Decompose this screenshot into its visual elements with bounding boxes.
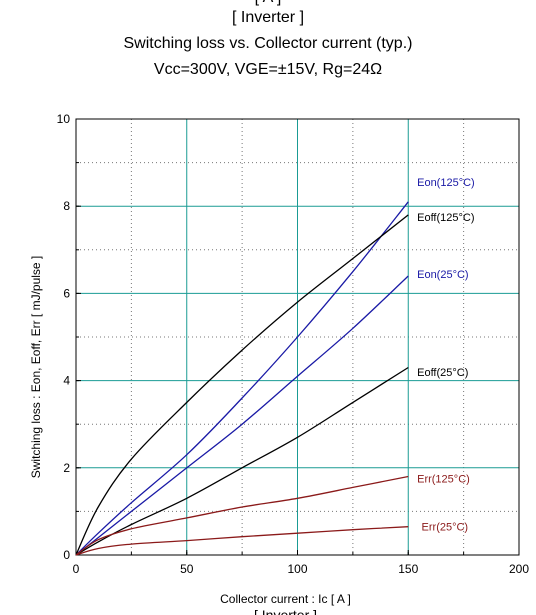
series-line-eoff-25c (75, 366, 409, 556)
series-label-eoff-25c: Eoff(25°C) (417, 367, 468, 379)
series-line-err-125c (75, 475, 409, 556)
series-label-eon-125c: Eon(125°C) (417, 177, 475, 189)
cut-off-bottom-text: [ Inverter ] (254, 607, 317, 615)
series-line-eoff-125c (75, 214, 409, 556)
x-axis-label: Collector current : Ic [ A ] (220, 592, 351, 606)
x-tick-label: 150 (398, 562, 418, 576)
conditions-subtitle: Vcc=300V, VGE=±15V, Rg=24Ω (153, 61, 383, 78)
module-subtitle: [ Inverter ] (231, 9, 305, 26)
y-tick-label: 8 (63, 199, 70, 213)
y-tick-label: 10 (57, 112, 71, 126)
grid-layer (76, 119, 519, 555)
series-label-eoff-125c: Eoff(125°C) (417, 212, 474, 224)
x-tick-label: 100 (287, 562, 307, 576)
y-axis-label: Switching loss : Eon, Eoff, Err [ mJ/pul… (29, 256, 43, 479)
y-tick-label: 0 (63, 548, 70, 562)
cut-off-top-text: [ A ] (0, 0, 536, 8)
chart-title: Switching loss vs. Collector current (ty… (123, 35, 413, 52)
series-line-err-25c (75, 526, 409, 556)
y-tick-label: 6 (63, 286, 70, 300)
x-tick-label: 0 (73, 562, 80, 576)
series-label-layer: Eon(125°C) Eoff(125°C) Eon(25°C) Eoff(25°C)… (417, 177, 475, 533)
series-label-eon-25c: Eon(25°C) (417, 269, 468, 281)
y-tick-label: 2 (63, 461, 70, 475)
series-line-eon-25c (75, 275, 409, 556)
series-label-err-125c: Err(125°C) (417, 474, 470, 486)
x-tick-label: 50 (180, 562, 194, 576)
series-line-eon-125c (75, 201, 409, 556)
series-layer (75, 201, 409, 556)
tick-layer: 0 50 100 150 200 0 2 4 6 8 10 (57, 112, 530, 576)
x-tick-label: 200 (509, 562, 529, 576)
y-tick-label: 4 (63, 374, 70, 388)
series-label-err-25c: Err(25°C) (422, 522, 469, 534)
